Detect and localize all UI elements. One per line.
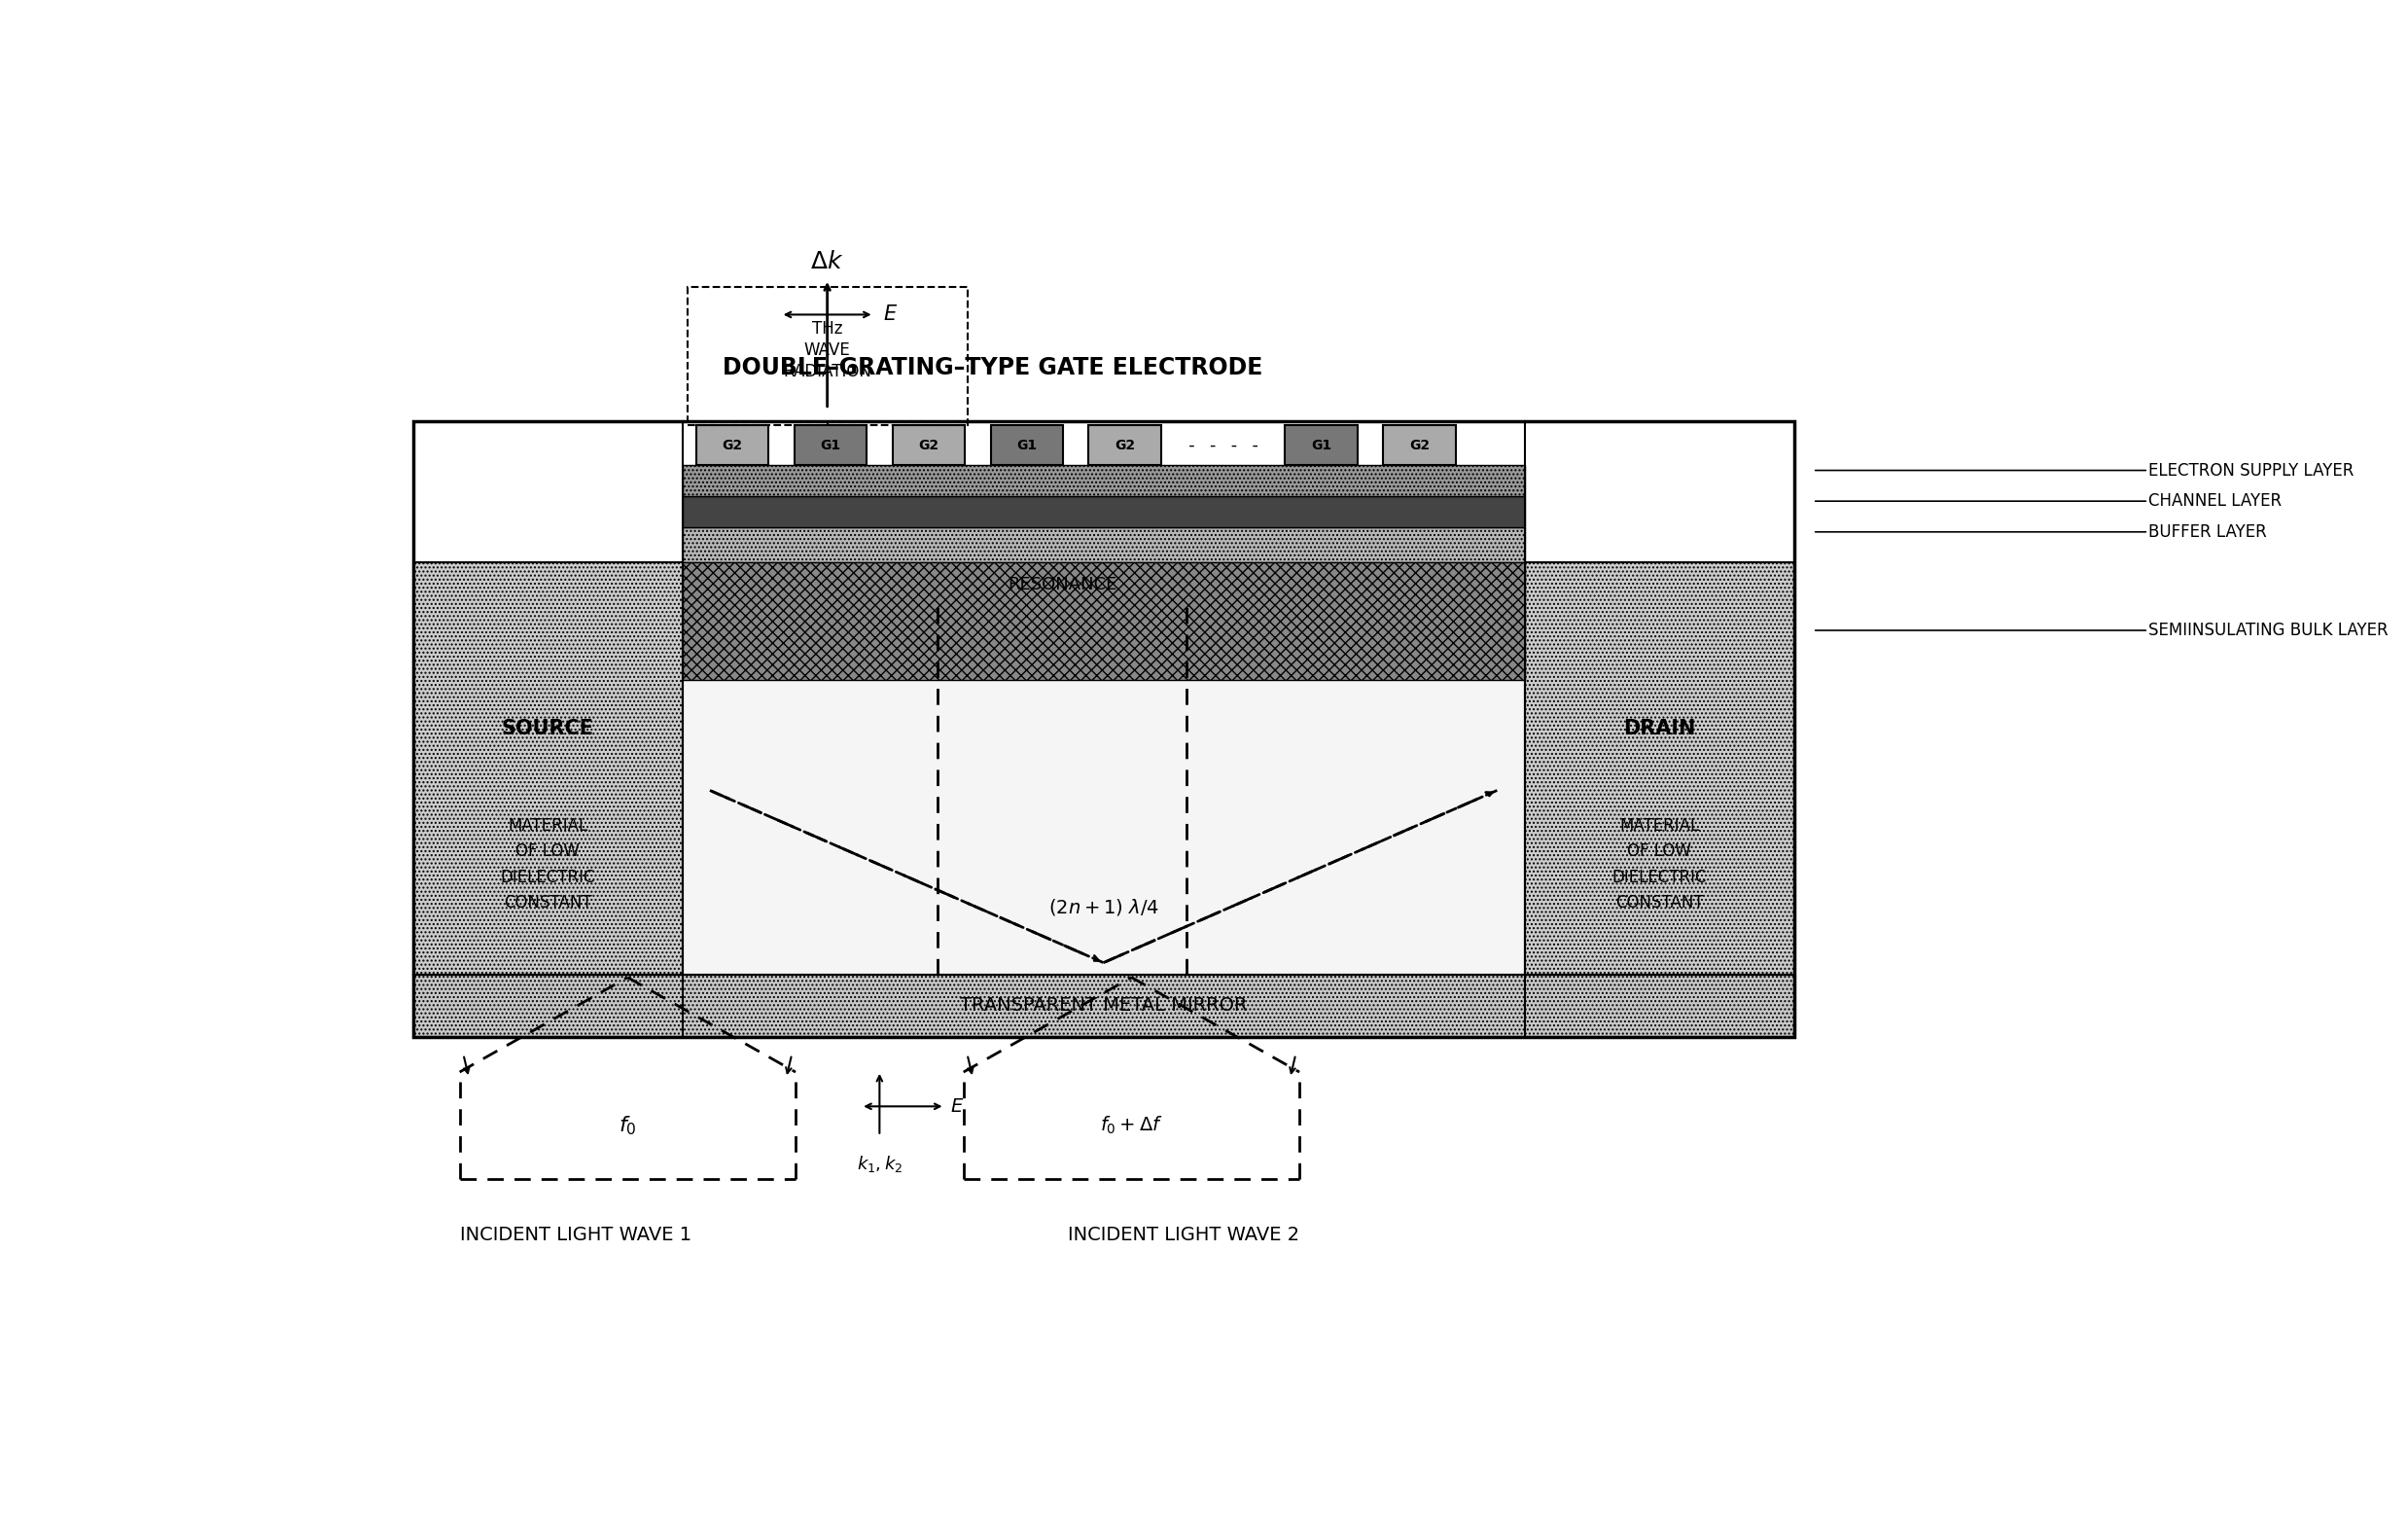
Text: G2: G2 — [1409, 438, 1430, 452]
Text: $f_0$: $f_0$ — [619, 1114, 636, 1137]
Text: $f_0+\Delta f$: $f_0+\Delta f$ — [1100, 1114, 1163, 1136]
Text: $E$: $E$ — [884, 304, 898, 324]
Text: $E$: $E$ — [951, 1097, 963, 1116]
Text: THz
WAVE
RADIATION: THz WAVE RADIATION — [783, 320, 872, 381]
Text: ELECTRON SUPPLY LAYER: ELECTRON SUPPLY LAYER — [2148, 461, 2355, 480]
Text: G1: G1 — [1310, 438, 1332, 452]
Bar — [681, 466, 1524, 496]
Bar — [681, 527, 1524, 563]
Text: G2: G2 — [722, 438, 742, 452]
Bar — [681, 496, 1524, 527]
Text: G1: G1 — [821, 438, 840, 452]
Text: $(2n+1)\ \lambda/4$: $(2n+1)\ \lambda/4$ — [1047, 898, 1158, 918]
Text: G2: G2 — [917, 438, 939, 452]
Text: DRAIN: DRAIN — [1623, 719, 1695, 739]
Text: TRANSPARENT METAL MIRROR: TRANSPARENT METAL MIRROR — [961, 996, 1247, 1014]
Text: MATERIAL
OF LOW
DIELECTRIC
CONSTANT: MATERIAL OF LOW DIELECTRIC CONSTANT — [1611, 818, 1707, 911]
Bar — [1524, 563, 1794, 974]
Text: G1: G1 — [1016, 438, 1038, 452]
Bar — [414, 974, 1794, 1036]
Bar — [1382, 426, 1457, 466]
Bar — [1088, 426, 1161, 466]
Bar — [990, 426, 1062, 466]
Text: DOUBLE–GRATING–TYPE GATE ELECTRODE: DOUBLE–GRATING–TYPE GATE ELECTRODE — [722, 357, 1264, 380]
Text: RESONANCE: RESONANCE — [1007, 575, 1117, 593]
Text: SEMIINSULATING BULK LAYER: SEMIINSULATING BULK LAYER — [2148, 621, 2389, 639]
Bar — [414, 421, 1794, 1036]
Bar — [681, 563, 1524, 679]
Bar — [414, 563, 681, 974]
Text: $k_1, k_2$: $k_1, k_2$ — [857, 1154, 903, 1174]
Text: CHANNEL LAYER: CHANNEL LAYER — [2148, 492, 2283, 510]
Bar — [686, 287, 968, 424]
Bar — [696, 426, 768, 466]
Text: MATERIAL
OF LOW
DIELECTRIC
CONSTANT: MATERIAL OF LOW DIELECTRIC CONSTANT — [501, 818, 595, 911]
Text: SOURCE: SOURCE — [501, 719, 595, 739]
Bar — [795, 426, 867, 466]
Text: INCIDENT LIGHT WAVE 1: INCIDENT LIGHT WAVE 1 — [460, 1227, 691, 1245]
Text: BUFFER LAYER: BUFFER LAYER — [2148, 523, 2266, 541]
Text: G2: G2 — [1115, 438, 1134, 452]
Bar — [893, 426, 966, 466]
Text: - - - -: - - - - — [1187, 437, 1259, 455]
Bar — [1286, 426, 1358, 466]
Text: INCIDENT LIGHT WAVE 2: INCIDENT LIGHT WAVE 2 — [1067, 1227, 1300, 1245]
Text: $\Delta k$: $\Delta k$ — [811, 251, 843, 274]
Bar — [681, 679, 1524, 974]
